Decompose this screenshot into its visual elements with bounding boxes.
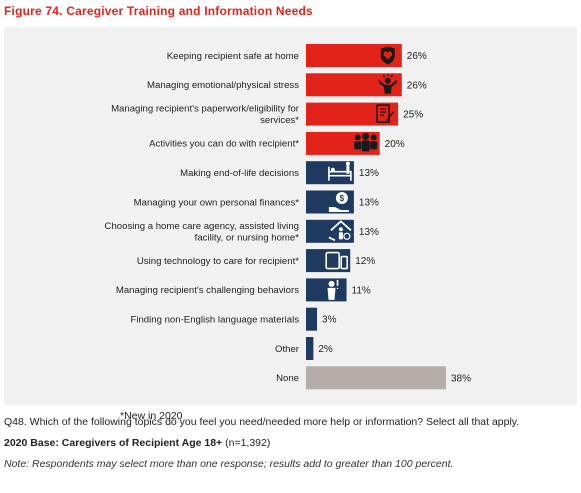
bar — [306, 278, 347, 302]
value-label: 13% — [359, 168, 379, 179]
person-head — [362, 132, 370, 140]
value-label: 38% — [451, 373, 471, 384]
bar-row: Managing your own personal finances* 13% $ — [134, 190, 379, 214]
resident-body — [338, 232, 343, 240]
head-shape — [384, 77, 391, 84]
bar-chart: Keeping recipient safe at home 26%Managin… — [105, 44, 471, 390]
category-label-line: Choosing a home care agency, assisted li… — [105, 221, 299, 232]
document-pen-icon — [376, 104, 395, 123]
bar — [306, 307, 318, 331]
bar-row: Managing emotional/physical stress 26% — [147, 73, 427, 97]
value-label: 20% — [385, 139, 405, 150]
devices-icon — [325, 251, 349, 270]
value-label: 26% — [407, 80, 427, 91]
coin-shape — [335, 192, 348, 204]
person-body — [361, 140, 370, 152]
category-label: Using technology to care for recipient* — [137, 256, 299, 267]
body-shape — [378, 79, 397, 94]
standing-body — [346, 165, 350, 174]
bar-row: Managing recipient's challenging behavio… — [116, 278, 371, 302]
value-label: 11% — [352, 285, 371, 296]
value-label: 2% — [318, 344, 333, 355]
stress-lines — [382, 73, 394, 78]
bar — [306, 161, 354, 185]
person-head — [354, 134, 361, 141]
pen-shape — [386, 111, 395, 122]
people-group-icon — [354, 132, 378, 152]
bar-row: Using technology to care for recipient* 1… — [137, 249, 375, 273]
head-shape — [328, 280, 335, 287]
base-line: 2020 Base: Caregivers of Recipient Age 1… — [4, 437, 270, 449]
document-shape — [376, 104, 390, 123]
bar — [306, 44, 402, 67]
resident-head — [338, 227, 343, 232]
category-label: Activities you can do with recipient* — [149, 139, 299, 150]
category-label: Keeping recipient safe at home — [167, 51, 299, 62]
value-label: 13% — [359, 227, 379, 238]
person-head — [370, 134, 377, 141]
bar-row: Other 2% — [275, 337, 333, 360]
hand-shape — [328, 236, 336, 242]
stress-person-icon — [378, 73, 397, 94]
value-label: 26% — [407, 51, 427, 62]
bar — [306, 337, 314, 360]
phone-shape — [340, 255, 349, 270]
category-label: None — [276, 373, 299, 384]
category-label: Managing your own personal finances* — [134, 197, 300, 208]
person-body — [354, 141, 362, 150]
bar-row: None 38% — [276, 366, 471, 390]
chart-panel: Keeping recipient safe at home 26% Managin… — [4, 27, 577, 422]
money-hand-icon: $ — [328, 192, 349, 212]
bed-person-icon — [328, 161, 352, 181]
value-label: 13% — [359, 198, 379, 209]
bar-row: Choosing a home care agency, assisted li… — [105, 219, 379, 244]
category-label: Managing emotional/physical stress — [147, 80, 299, 91]
bar-row: Managing recipient's paperwork/eligibili… — [111, 102, 423, 127]
category-label-line: Managing recipient's paperwork/eligibili… — [111, 104, 300, 115]
bar — [306, 73, 402, 97]
bar — [306, 131, 380, 155]
bar-row: Keeping recipient safe at home 26% — [167, 44, 427, 67]
bar — [306, 366, 446, 390]
person-body — [370, 141, 378, 150]
wheel-shape — [343, 232, 351, 240]
bar-row: Finding non-English language materials 3% — [130, 307, 337, 331]
category-label: Choosing a home care agency, assisted li… — [105, 221, 300, 244]
hand-shape — [328, 207, 349, 212]
tablet-shape — [325, 251, 341, 270]
category-label: Managing recipient's paperwork/eligibili… — [111, 104, 300, 127]
category-label: Finding non-English language materials — [130, 315, 299, 326]
heart-shape — [383, 51, 393, 60]
house-hand-icon — [328, 220, 352, 242]
bar-row: Making end-of-life decisions 13% — [180, 161, 379, 185]
category-label: Making end-of-life decisions — [180, 168, 299, 179]
value-label: 25% — [403, 110, 423, 121]
bar-row: Activities you can do with recipient* 20% — [149, 131, 405, 155]
base-n: (n=1,392) — [222, 437, 271, 449]
category-label-line: services* — [260, 115, 299, 126]
new-in-2020-note: *New in 2020 — [120, 410, 183, 422]
roof-shape — [330, 220, 352, 231]
base-label: 2020 Base: Caregivers of Recipient Age 1… — [4, 437, 223, 449]
bar — [306, 102, 399, 126]
standing-head — [345, 161, 350, 166]
category-label-line: facility, or nursing home* — [195, 232, 300, 243]
pillow-head — [330, 167, 335, 172]
category-label: Managing recipient's challenging behavio… — [116, 285, 299, 296]
category-label: Other — [275, 344, 300, 355]
value-label: 3% — [322, 315, 337, 326]
figure-title: Figure 74. Caregiver Training and Inform… — [4, 4, 313, 18]
person-behavior-icon — [327, 279, 339, 300]
respondent-note: Note: Respondents may select more than o… — [4, 458, 454, 470]
bed-frame — [328, 166, 352, 181]
text-lines — [380, 108, 387, 116]
shield-heart-icon — [380, 46, 395, 65]
body-shape — [327, 287, 336, 300]
dollar-sign: $ — [340, 194, 345, 203]
value-label: 12% — [355, 256, 375, 267]
survey-question: Q48. Which of the following topics do yo… — [4, 416, 520, 428]
